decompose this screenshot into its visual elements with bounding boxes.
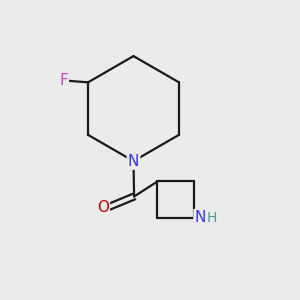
Text: N: N <box>194 210 206 225</box>
Text: H: H <box>207 211 217 225</box>
Text: O: O <box>97 200 109 215</box>
Text: N: N <box>128 154 139 169</box>
Text: F: F <box>59 73 68 88</box>
